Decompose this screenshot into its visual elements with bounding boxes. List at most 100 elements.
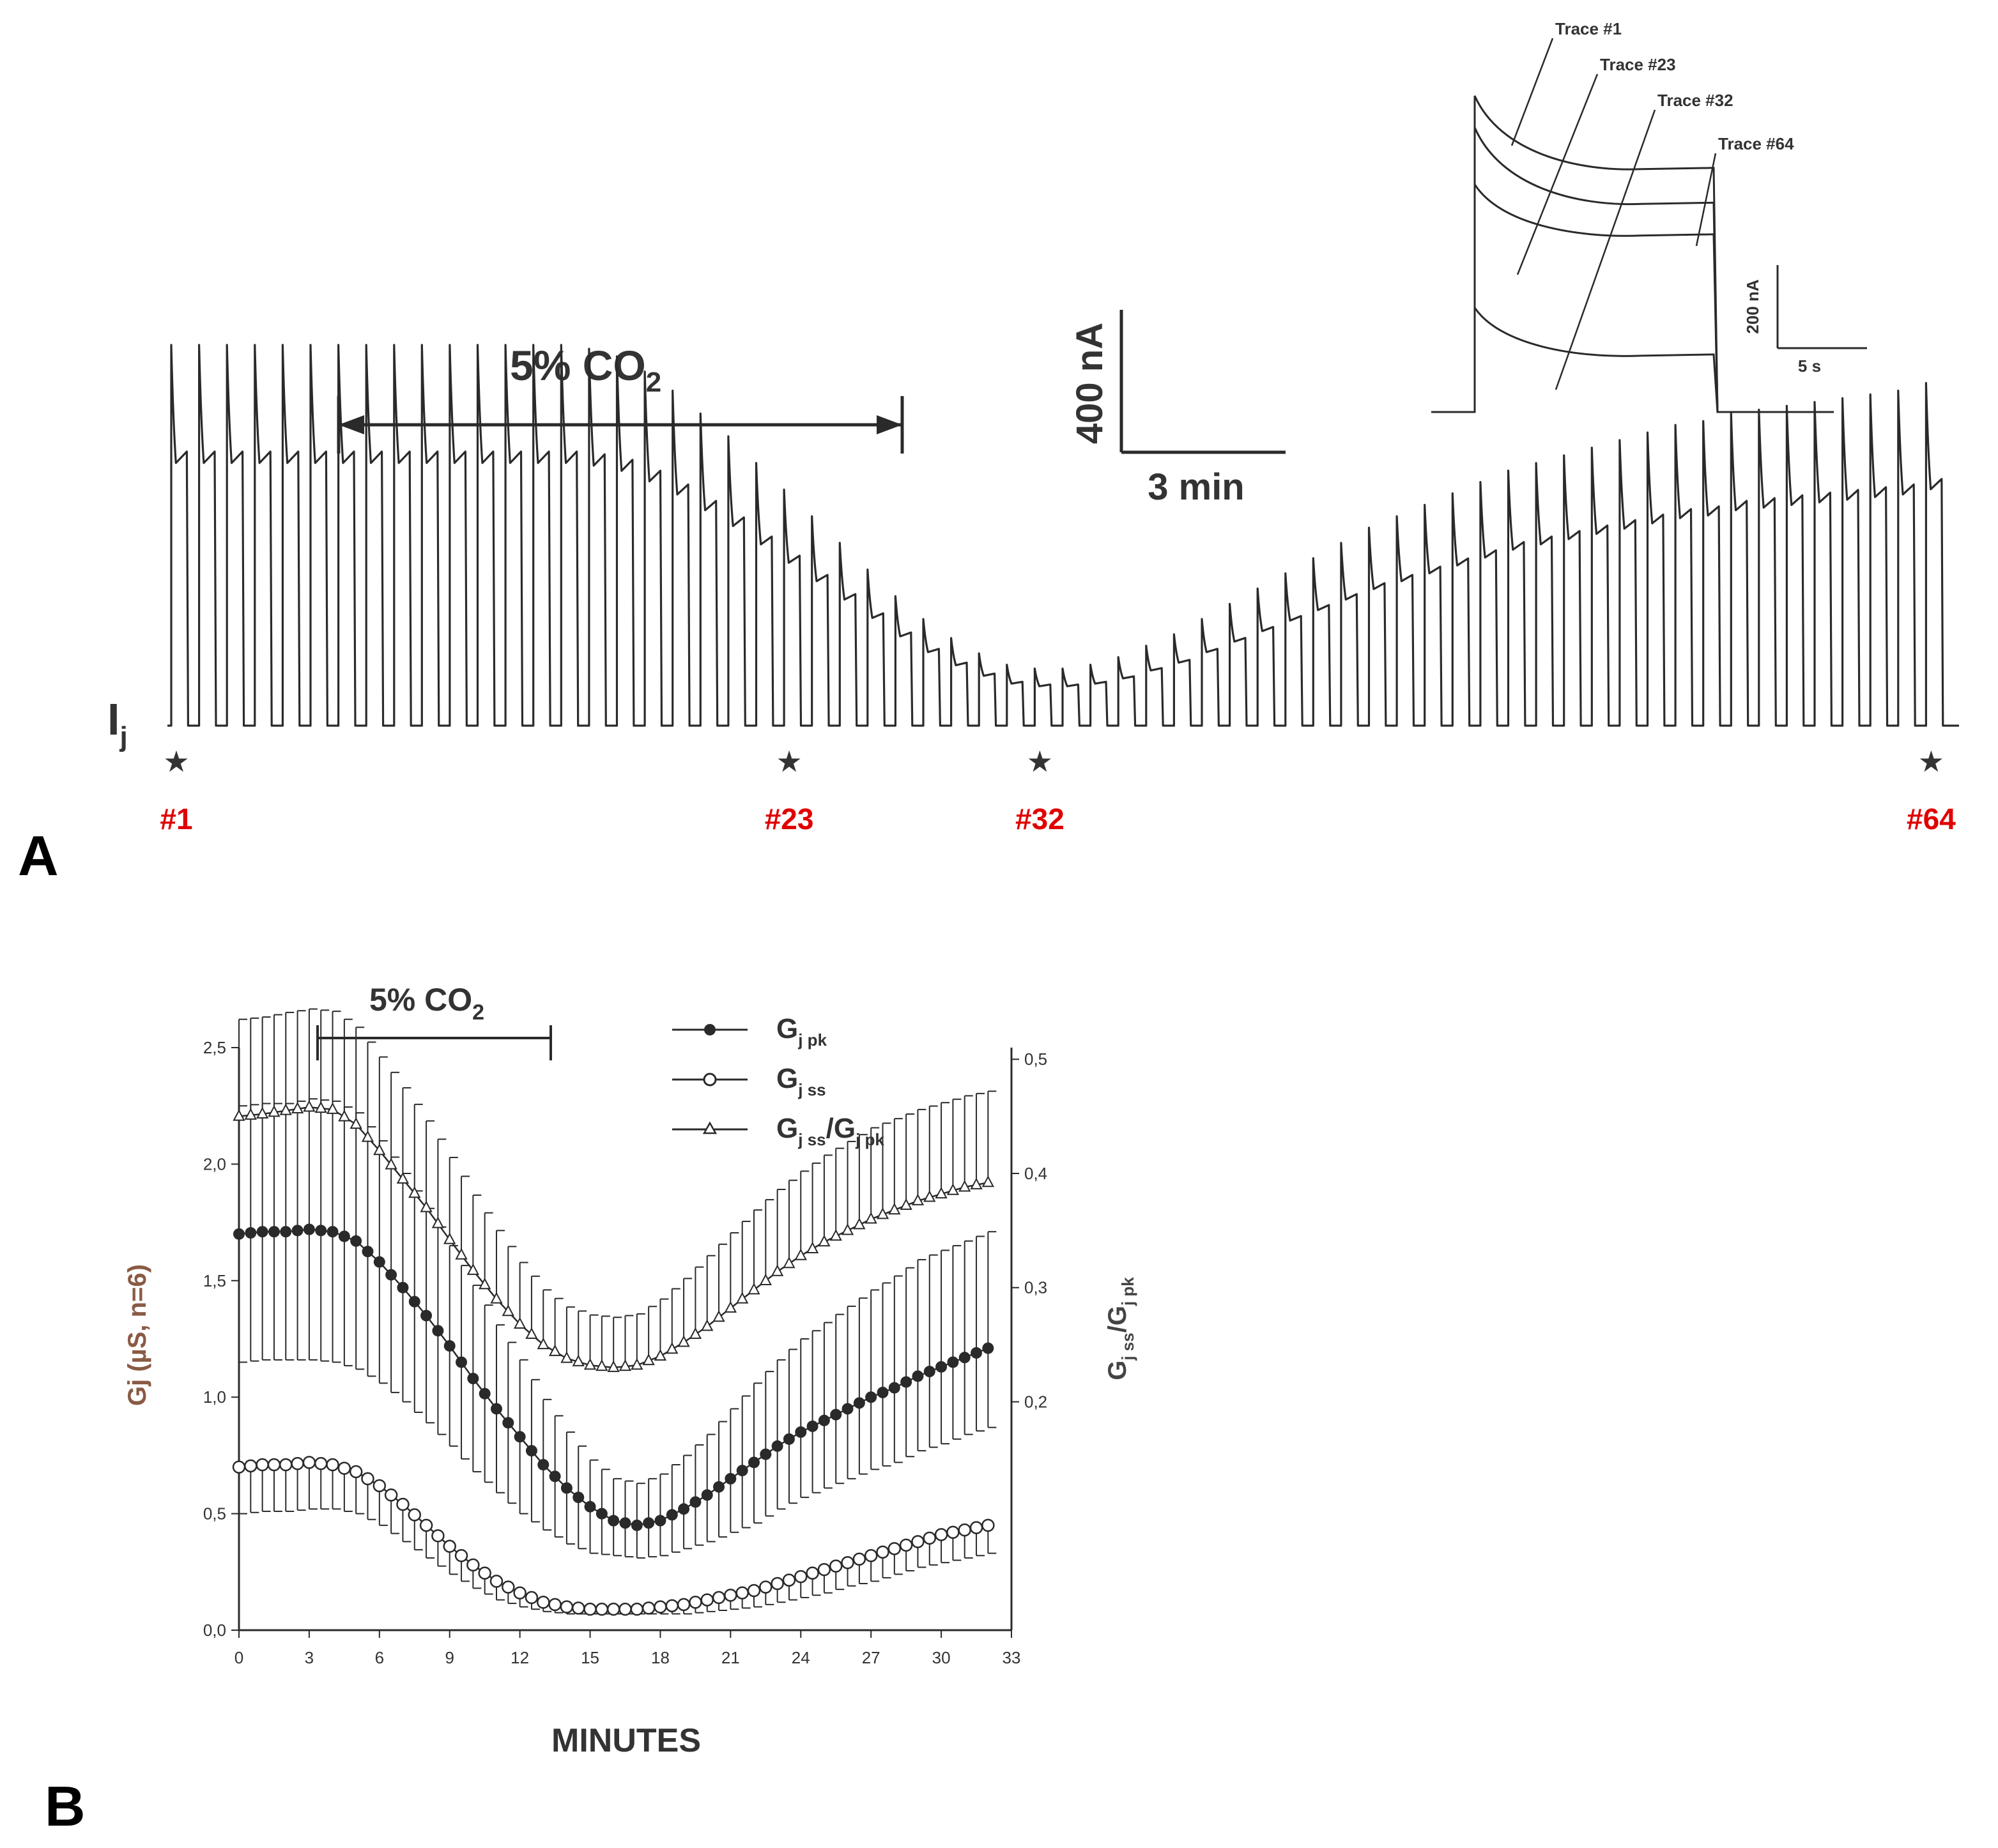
data-point	[420, 1310, 433, 1322]
data-point	[771, 1577, 784, 1591]
star-marker: ★	[776, 744, 802, 779]
x-tick-label: 24	[792, 1648, 810, 1667]
data-point	[971, 1347, 983, 1359]
panel-b: B 5% CO2 0 3 6 9 12 15 18 21 24 27 30 33 0,0 0,5 1,0 1,…	[45, 982, 1137, 1838]
data-point	[373, 1256, 385, 1268]
data-point	[654, 1348, 667, 1361]
data-point	[572, 1354, 585, 1366]
data-point	[408, 1508, 422, 1522]
x-tick-label: 9	[445, 1648, 454, 1667]
data-point	[537, 1595, 550, 1609]
data-point	[431, 1529, 445, 1543]
data-point	[373, 1143, 386, 1156]
data-point	[899, 1538, 913, 1552]
inset-traces	[1431, 95, 1834, 413]
data-point	[326, 1102, 339, 1114]
x-tick-label: 33	[1003, 1648, 1021, 1667]
data-point	[935, 1187, 948, 1199]
data-point	[782, 1573, 796, 1587]
data-point	[771, 1440, 783, 1452]
data-point	[829, 1559, 843, 1573]
data-point	[291, 1101, 304, 1113]
data-point	[350, 1117, 362, 1129]
data-point	[701, 1489, 713, 1501]
data-point	[349, 1465, 363, 1479]
data-point	[747, 1584, 761, 1598]
data-point	[491, 1403, 502, 1415]
data-point	[489, 1575, 503, 1588]
data-point	[408, 1295, 420, 1308]
data-point	[876, 1545, 889, 1559]
panel-a-scale-y-label: 400 nA	[1069, 323, 1110, 444]
panel-a: A 5% CO2 400 nA 3 min Ij ★#1★#23★#32★#64…	[18, 19, 1959, 887]
y-left-tick-label: 1,0	[203, 1387, 226, 1407]
data-point	[865, 1391, 877, 1403]
data-point	[573, 1492, 585, 1504]
panel-a-markers: ★ #1 ★ #23 ★ #32 ★ #64	[160, 744, 1956, 836]
data-point	[443, 1340, 456, 1352]
y-right-tick-label: 0,2	[1024, 1392, 1047, 1411]
data-point	[384, 1488, 398, 1502]
inset-trace	[1431, 95, 1834, 413]
data-point	[689, 1496, 702, 1508]
inset-leader-line	[1555, 109, 1656, 390]
inset-leader-line	[1510, 38, 1554, 146]
data-point	[583, 1602, 597, 1616]
x-tick-label: 30	[932, 1648, 951, 1667]
data-point	[537, 1337, 549, 1350]
data-point	[958, 1352, 971, 1364]
inset-leader-line	[1516, 73, 1599, 275]
data-point	[958, 1180, 971, 1192]
data-point	[279, 1458, 293, 1472]
data-point	[864, 1549, 878, 1562]
panel-a-traces	[167, 344, 1959, 727]
data-point	[373, 1479, 387, 1493]
data-point	[268, 1226, 280, 1238]
y-left-tick-label: 1,5	[203, 1271, 226, 1290]
data-point	[583, 1358, 597, 1370]
data-point	[631, 1358, 643, 1370]
panel-b-ticks: 0 3 6 9 12 15 18 21 24 27 30 33 0,0 0,5 1,0 1,5 2,0 2,5 0,…	[203, 1038, 1047, 1667]
inset-scale-y-label: 200 nA	[1743, 279, 1762, 333]
data-point	[817, 1562, 831, 1577]
panel-b-x-title: MINUTES	[551, 1722, 701, 1759]
inset-trace	[1431, 181, 1834, 413]
data-point	[795, 1426, 807, 1438]
data-point	[514, 1431, 526, 1443]
data-point	[467, 1373, 479, 1385]
data-point	[315, 1225, 327, 1237]
data-point	[654, 1515, 666, 1527]
panel-b-letter: B	[45, 1775, 86, 1838]
legend-marker-gj-ss	[703, 1073, 717, 1087]
data-point	[958, 1523, 971, 1537]
data-point	[923, 1190, 936, 1202]
series-gj-ss	[232, 1456, 997, 1616]
trace-number-label: #64	[1907, 802, 1956, 836]
panel-b-legend: Gj pk Gj ss Gj ss/Gj pk	[672, 1013, 884, 1149]
data-point	[701, 1319, 714, 1331]
data-point	[420, 1200, 433, 1212]
data-point	[888, 1203, 901, 1215]
data-point	[303, 1100, 316, 1112]
data-point	[385, 1157, 397, 1170]
data-point	[876, 1207, 889, 1219]
data-point	[549, 1470, 561, 1483]
data-point	[923, 1531, 937, 1545]
inset-trace	[1431, 126, 1834, 413]
data-point	[291, 1456, 304, 1470]
data-point	[900, 1198, 912, 1210]
data-point	[666, 1342, 679, 1354]
data-point	[362, 1246, 374, 1258]
data-point	[303, 1223, 315, 1235]
data-point	[689, 1595, 702, 1609]
panel-a-inset: Trace #1 Trace #23 Trace #32 Trace #64 200 …	[1431, 19, 1867, 413]
data-point	[982, 1342, 994, 1354]
data-point	[923, 1366, 935, 1378]
data-point	[338, 1110, 351, 1122]
series-gj-ss-gj-pk	[233, 1008, 997, 1372]
data-point	[607, 1360, 620, 1372]
trace-number-label: #23	[765, 802, 814, 836]
trace-number-label: #1	[160, 802, 192, 836]
data-point	[525, 1591, 539, 1605]
